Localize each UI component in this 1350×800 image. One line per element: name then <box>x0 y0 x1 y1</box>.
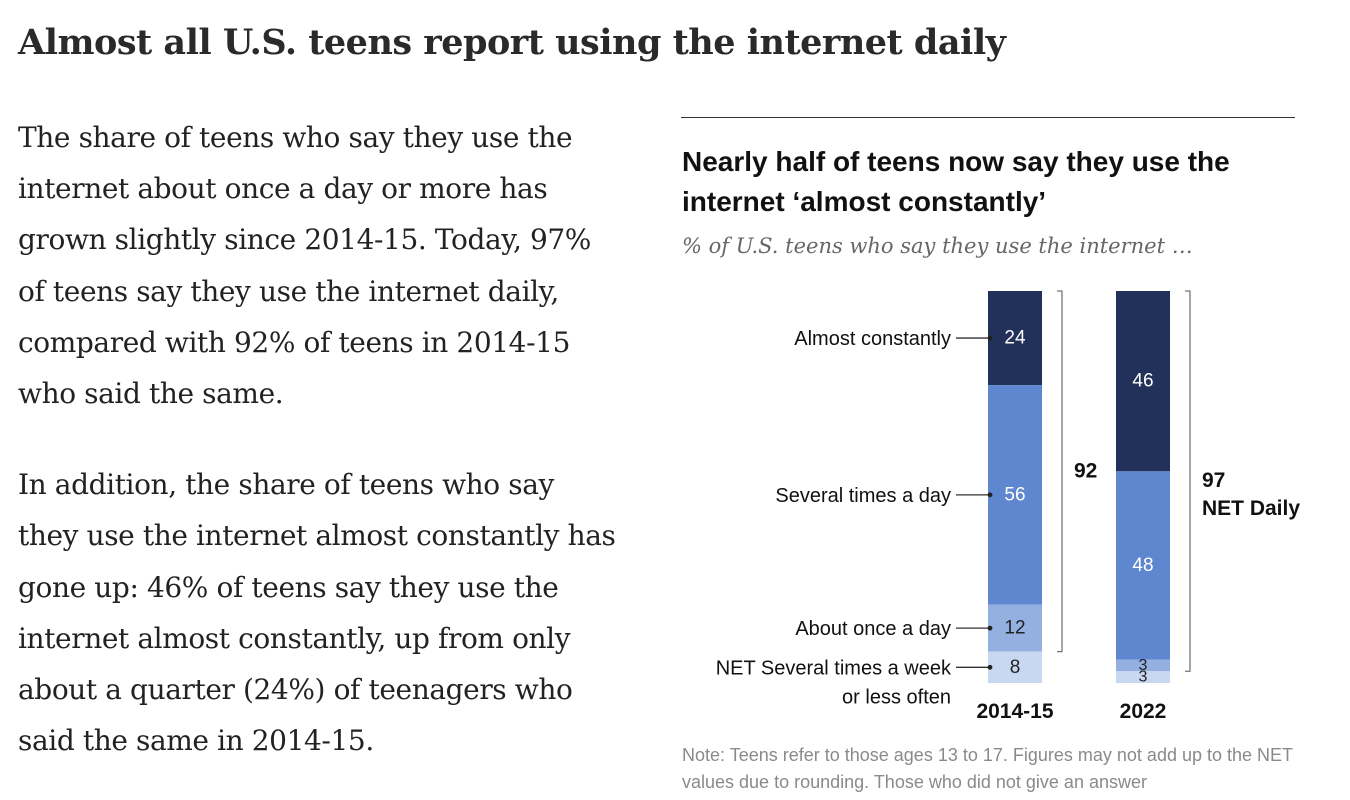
chart-subtitle: % of U.S. teens who say they use the int… <box>682 234 1193 258</box>
net-bracket-0 <box>1057 290 1063 653</box>
bar-segment-1-3 <box>1116 671 1170 683</box>
data-label-1-2: 3 <box>1139 657 1148 674</box>
bar-segment-0-3 <box>988 651 1042 683</box>
series-label-line: About once a day <box>795 618 951 640</box>
bar-segment-0-0 <box>988 291 1042 386</box>
leader-dot-3 <box>987 664 993 670</box>
data-label-0-0: 24 <box>1004 328 1026 349</box>
category-label-1: 2022 <box>1120 700 1167 723</box>
data-label-1-1: 48 <box>1132 555 1153 576</box>
chart-note: Note: Teens refer to those ages 13 to 17… <box>682 745 1293 792</box>
bar-segment-0-1 <box>988 385 1042 605</box>
bar-segment-1-0 <box>1116 291 1170 472</box>
series-label-2: About once a day <box>795 618 951 640</box>
stacked-bar-chart: 24 56 12 8 2014-15 92 46 48 33 2022 97 NET Daily Alm… <box>716 290 1300 723</box>
article-body: The share of teens who say they use the … <box>18 112 618 766</box>
leader-dot-2 <box>987 625 993 631</box>
series-label-3: NET Several times a week or less often <box>716 657 952 708</box>
net-bracket-1 <box>1185 290 1191 672</box>
data-label-0-1: 56 <box>1004 484 1025 505</box>
data-label-1-3: 3 <box>1139 669 1148 686</box>
series-label-0: Almost constantly <box>794 328 951 350</box>
series-label-line: Almost constantly <box>794 328 951 350</box>
data-label-0-3: 8 <box>1010 657 1021 678</box>
chart-title: Nearly half of teens now say they use th… <box>682 146 1230 217</box>
series-label-1: Several times a day <box>775 485 951 507</box>
bar-segment-1-1 <box>1116 471 1170 660</box>
net-label-1: NET Daily <box>1202 497 1300 520</box>
chart-top-rule <box>681 117 1295 118</box>
leader-dot-0 <box>987 335 993 341</box>
bar-segment-1-2 <box>1116 659 1170 672</box>
net-value-1: 97 <box>1202 469 1225 492</box>
series-label-line: Several times a day <box>775 485 951 507</box>
paragraph-2: In addition, the share of teens who say … <box>18 468 616 758</box>
leader-dot-1 <box>987 492 993 498</box>
series-label-line: or less often <box>842 686 951 708</box>
page-headline: Almost all U.S. teens report using the i… <box>18 22 1006 63</box>
paragraph-1: The share of teens who say they use the … <box>18 121 591 411</box>
category-label-0: 2014-15 <box>976 700 1053 723</box>
data-label-0-2: 12 <box>1004 618 1025 639</box>
data-label-1-0: 46 <box>1132 371 1153 392</box>
series-label-line: NET Several times a week <box>716 657 952 679</box>
net-value-0: 92 <box>1074 459 1097 482</box>
bar-segment-0-2 <box>988 604 1042 652</box>
